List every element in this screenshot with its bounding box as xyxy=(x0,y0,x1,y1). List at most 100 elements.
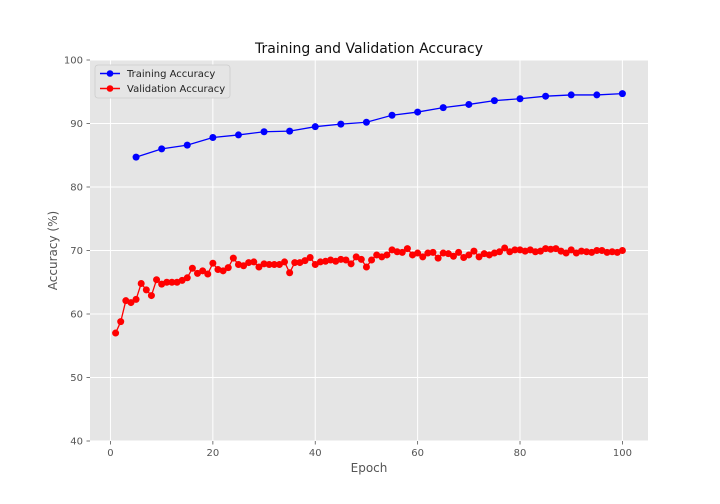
data-point-validation xyxy=(142,286,150,294)
y-tick-label: 70 xyxy=(70,246,83,257)
data-point-training xyxy=(260,128,268,136)
data-point-training xyxy=(542,92,550,100)
data-point-validation xyxy=(188,264,196,272)
data-point-training xyxy=(158,145,166,153)
data-point-training xyxy=(439,104,447,112)
data-point-validation xyxy=(567,246,575,254)
x-tick-label: 60 xyxy=(411,448,424,459)
legend-label-training: Training Accuracy xyxy=(126,69,215,80)
data-point-validation xyxy=(583,248,591,256)
data-point-validation xyxy=(260,260,268,268)
y-tick-label: 40 xyxy=(70,437,83,448)
data-point-validation xyxy=(316,258,324,266)
data-point-validation xyxy=(168,278,176,286)
data-point-validation xyxy=(199,267,207,275)
data-point-validation xyxy=(424,249,432,257)
data-point-training xyxy=(567,91,575,99)
legend-marker-training xyxy=(106,70,114,77)
data-point-validation xyxy=(383,251,391,259)
data-point-validation xyxy=(255,263,263,271)
data-point-validation xyxy=(270,260,278,268)
data-point-validation xyxy=(434,254,442,262)
data-point-training xyxy=(516,95,524,103)
data-point-validation xyxy=(439,249,447,257)
data-point-validation xyxy=(403,245,411,253)
data-point-validation xyxy=(183,274,191,282)
data-point-training xyxy=(593,91,601,99)
data-point-training xyxy=(414,108,422,116)
data-point-validation xyxy=(224,264,232,272)
data-point-validation xyxy=(470,247,478,255)
data-point-training xyxy=(234,131,242,139)
data-point-validation xyxy=(132,295,140,303)
data-point-validation xyxy=(281,258,289,266)
series-training xyxy=(132,90,626,161)
series-layer xyxy=(112,90,626,337)
data-point-validation xyxy=(393,248,401,256)
chart-title: Training and Validation Accuracy xyxy=(254,41,483,57)
data-point-validation xyxy=(137,280,145,288)
data-point-validation xyxy=(593,247,601,254)
data-point-validation xyxy=(542,245,550,253)
data-point-training xyxy=(388,111,396,119)
data-point-validation xyxy=(357,255,365,263)
data-point-validation xyxy=(127,299,135,307)
y-tick-label: 100 xyxy=(64,56,83,67)
data-point-training xyxy=(362,118,370,126)
y-axis-label: Accuracy (%) xyxy=(46,211,60,290)
data-point-validation xyxy=(204,270,212,278)
data-point-validation xyxy=(219,267,227,275)
data-point-training xyxy=(286,127,294,135)
data-point-validation xyxy=(229,254,237,262)
data-point-validation xyxy=(147,292,155,300)
data-point-training xyxy=(311,123,319,131)
data-point-validation xyxy=(414,249,422,257)
data-point-validation xyxy=(455,248,463,256)
data-point-validation xyxy=(547,245,555,253)
data-point-validation xyxy=(368,256,376,264)
data-point-training xyxy=(337,120,345,128)
data-point-validation xyxy=(265,260,273,268)
data-point-validation xyxy=(153,276,161,284)
series-validation xyxy=(112,244,626,337)
data-point-validation xyxy=(301,257,309,265)
legend-box xyxy=(94,64,231,99)
data-point-training xyxy=(618,90,626,98)
x-axis-ticks: 0 20 40 60 80 100 xyxy=(107,441,632,459)
x-tick-label: 40 xyxy=(309,448,322,459)
data-point-validation xyxy=(608,248,616,256)
x-tick-label: 20 xyxy=(206,448,219,459)
legend-label-validation: Validation Accuracy xyxy=(127,84,225,95)
data-point-validation xyxy=(240,262,248,270)
y-tick-label: 80 xyxy=(70,183,83,194)
data-point-validation xyxy=(475,253,483,261)
data-point-validation xyxy=(250,258,258,266)
data-point-validation xyxy=(511,246,519,254)
data-point-training xyxy=(490,97,498,105)
data-point-training xyxy=(209,133,217,141)
x-tick-label: 0 xyxy=(107,448,113,459)
data-point-validation xyxy=(112,329,120,337)
data-point-validation xyxy=(531,248,539,256)
data-point-validation xyxy=(419,253,427,261)
data-point-validation xyxy=(337,255,345,263)
series-line-training xyxy=(135,93,623,158)
data-point-validation xyxy=(577,247,585,255)
data-point-training xyxy=(132,153,140,161)
legend: Training Accuracy Validation Accuracy xyxy=(94,64,231,99)
data-point-validation xyxy=(306,253,314,261)
data-point-validation xyxy=(398,248,406,256)
data-point-validation xyxy=(117,318,125,326)
data-point-validation xyxy=(347,260,355,268)
data-point-training xyxy=(183,141,191,149)
y-tick-label: 60 xyxy=(70,310,83,321)
data-point-validation xyxy=(245,259,253,267)
data-point-validation xyxy=(209,259,217,267)
data-point-validation xyxy=(291,259,299,267)
data-point-validation xyxy=(562,249,570,257)
data-point-validation xyxy=(449,252,457,260)
y-axis-ticks: 40 50 60 70 80 90 100 xyxy=(64,56,90,448)
data-point-validation xyxy=(618,247,626,254)
data-point-validation xyxy=(163,278,171,286)
data-point-validation xyxy=(465,251,473,259)
